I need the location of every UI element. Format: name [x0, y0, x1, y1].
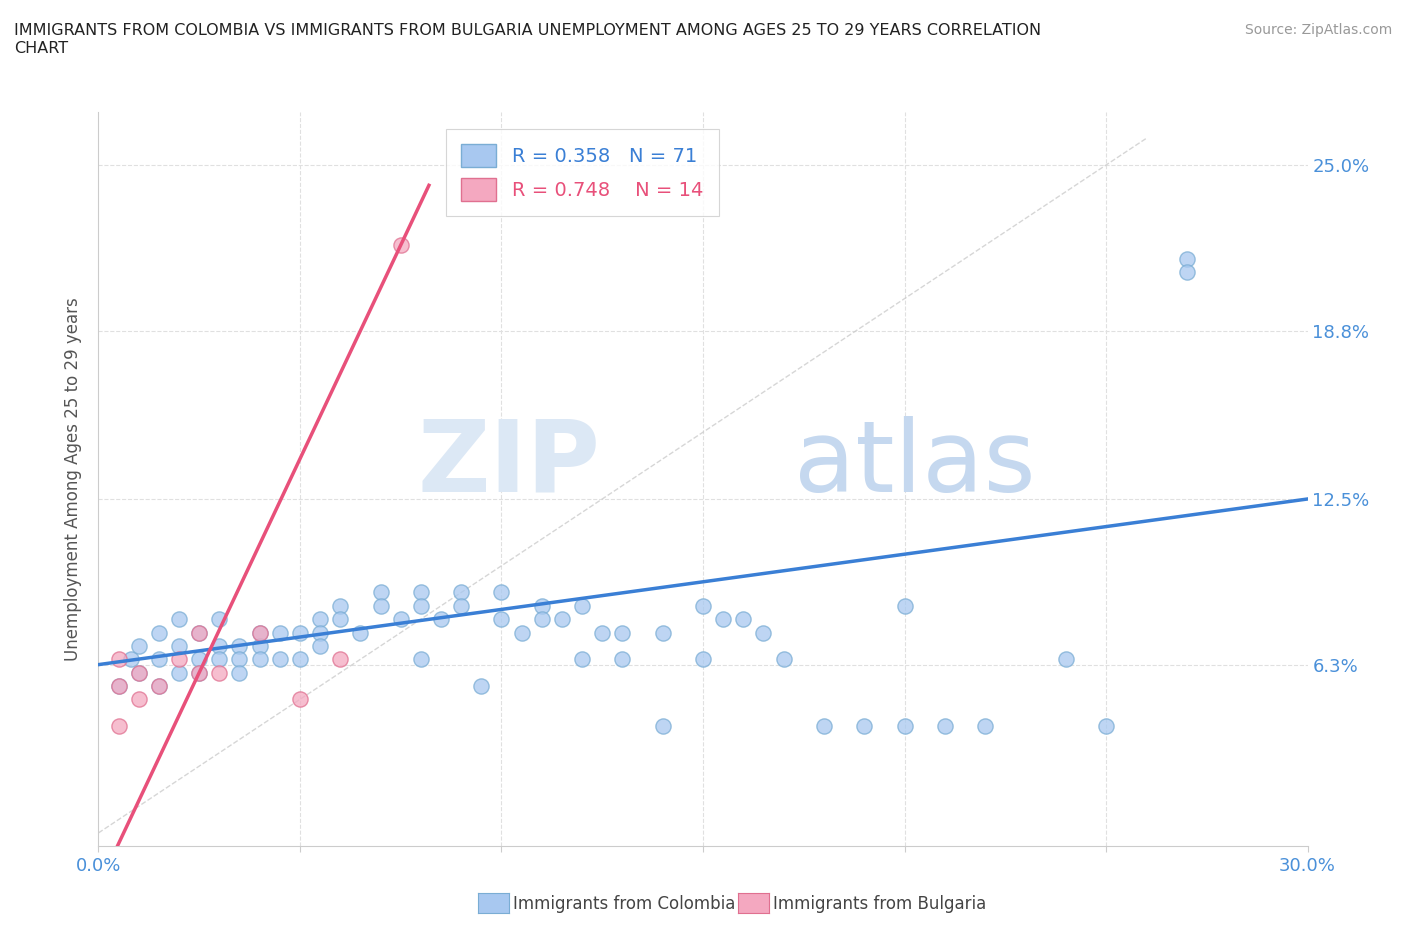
Point [692, 652, 714, 667]
Point [853, 719, 876, 734]
Point [389, 238, 412, 253]
Point [128, 665, 150, 680]
Point [329, 652, 352, 667]
Point [107, 679, 129, 694]
Point [208, 612, 231, 627]
Point [772, 652, 794, 667]
Text: IMMIGRANTS FROM COLOMBIA VS IMMIGRANTS FROM BULGARIA UNEMPLOYMENT AMONG AGES 25 : IMMIGRANTS FROM COLOMBIA VS IMMIGRANTS F… [14, 23, 1042, 56]
Text: atlas: atlas [793, 416, 1035, 512]
Point [288, 625, 311, 640]
Point [107, 719, 129, 734]
Point [208, 665, 231, 680]
Point [893, 598, 915, 613]
Point [249, 639, 271, 654]
Point [188, 625, 211, 640]
Point [228, 652, 250, 667]
Point [974, 719, 997, 734]
Point [612, 625, 634, 640]
Point [813, 719, 835, 734]
Point [329, 598, 352, 613]
Point [551, 612, 574, 627]
Point [409, 585, 432, 600]
Point [491, 585, 513, 600]
Text: Immigrants from Bulgaria: Immigrants from Bulgaria [773, 895, 987, 913]
Text: Source: ZipAtlas.com: Source: ZipAtlas.com [1244, 23, 1392, 37]
Point [309, 639, 332, 654]
Point [188, 625, 211, 640]
Point [651, 625, 673, 640]
Point [269, 652, 291, 667]
Point [491, 612, 513, 627]
Point [148, 679, 170, 694]
Point [893, 719, 915, 734]
Point [329, 612, 352, 627]
Point [450, 585, 472, 600]
Point [612, 652, 634, 667]
Text: Immigrants from Colombia: Immigrants from Colombia [513, 895, 735, 913]
Point [733, 612, 755, 627]
Point [228, 665, 250, 680]
Point [107, 679, 129, 694]
Point [1095, 719, 1118, 734]
Point [249, 625, 271, 640]
Point [288, 692, 311, 707]
Point [309, 625, 332, 640]
Point [167, 612, 190, 627]
Point [430, 612, 453, 627]
Point [1054, 652, 1077, 667]
Point [934, 719, 956, 734]
Legend: R = 0.358   N = 71, R = 0.748    N = 14: R = 0.358 N = 71, R = 0.748 N = 14 [446, 128, 718, 217]
Point [128, 639, 150, 654]
Point [752, 625, 775, 640]
Point [409, 598, 432, 613]
Point [188, 665, 211, 680]
Point [692, 598, 714, 613]
Point [349, 625, 371, 640]
Point [208, 639, 231, 654]
Point [167, 639, 190, 654]
Point [228, 639, 250, 654]
Point [1175, 264, 1198, 279]
Point [530, 612, 553, 627]
Point [148, 652, 170, 667]
Point [167, 665, 190, 680]
Point [208, 652, 231, 667]
Point [510, 625, 533, 640]
Point [450, 598, 472, 613]
Y-axis label: Unemployment Among Ages 25 to 29 years: Unemployment Among Ages 25 to 29 years [65, 297, 83, 661]
Point [409, 652, 432, 667]
Point [370, 598, 392, 613]
Point [269, 625, 291, 640]
Point [128, 692, 150, 707]
Point [470, 679, 492, 694]
Point [530, 598, 553, 613]
Point [249, 652, 271, 667]
Point [167, 652, 190, 667]
Point [711, 612, 734, 627]
Point [107, 652, 129, 667]
Point [651, 719, 673, 734]
Point [389, 612, 412, 627]
Point [120, 652, 142, 667]
Point [571, 598, 593, 613]
Point [188, 652, 211, 667]
Point [1175, 251, 1198, 266]
Point [148, 625, 170, 640]
Point [288, 652, 311, 667]
Point [370, 585, 392, 600]
Point [128, 665, 150, 680]
Point [148, 679, 170, 694]
Point [571, 652, 593, 667]
Point [249, 625, 271, 640]
Point [188, 665, 211, 680]
Point [591, 625, 613, 640]
Point [309, 612, 332, 627]
Text: ZIP: ZIP [418, 416, 600, 512]
